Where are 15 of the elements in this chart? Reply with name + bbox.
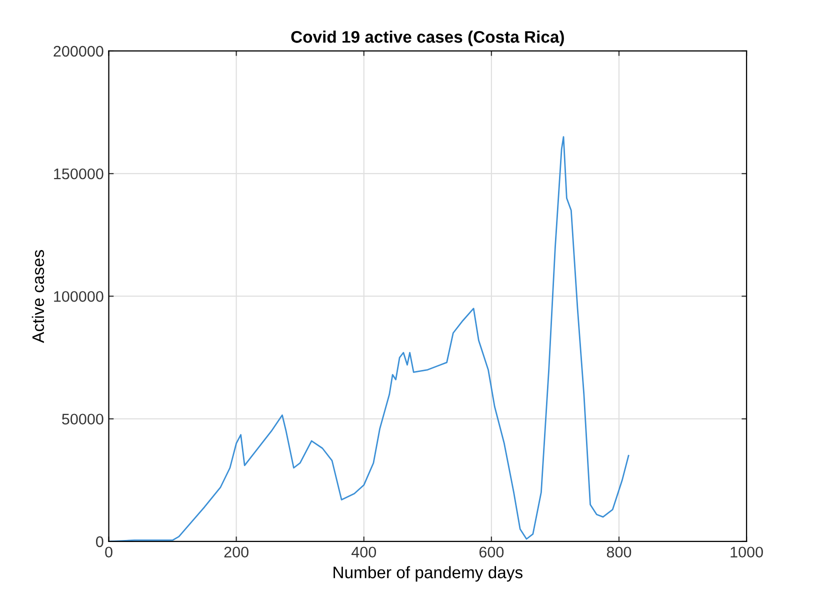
x-tick-label: 400 (351, 546, 376, 558)
y-tick-label: 100000 (54, 291, 104, 302)
chart-title: Covid 19 active cases (Costa Rica) (291, 30, 564, 46)
x-tick-label: 800 (606, 546, 632, 558)
x-tick-label: 200 (224, 546, 248, 558)
x-tick-label: 1000 (730, 546, 763, 558)
y-tick-label: 50000 (62, 414, 104, 425)
y-tick-label: 0 (96, 536, 104, 548)
x-axis-title: Number of pandemy days (334, 566, 522, 582)
y-tick-label: 150000 (54, 168, 104, 180)
y-axis-title: Active cases (32, 250, 44, 343)
x-tick-label: 0 (105, 546, 112, 558)
y-tick-label: 200000 (54, 46, 104, 57)
x-tick-label: 600 (479, 546, 504, 558)
line-series (108, 136, 630, 542)
